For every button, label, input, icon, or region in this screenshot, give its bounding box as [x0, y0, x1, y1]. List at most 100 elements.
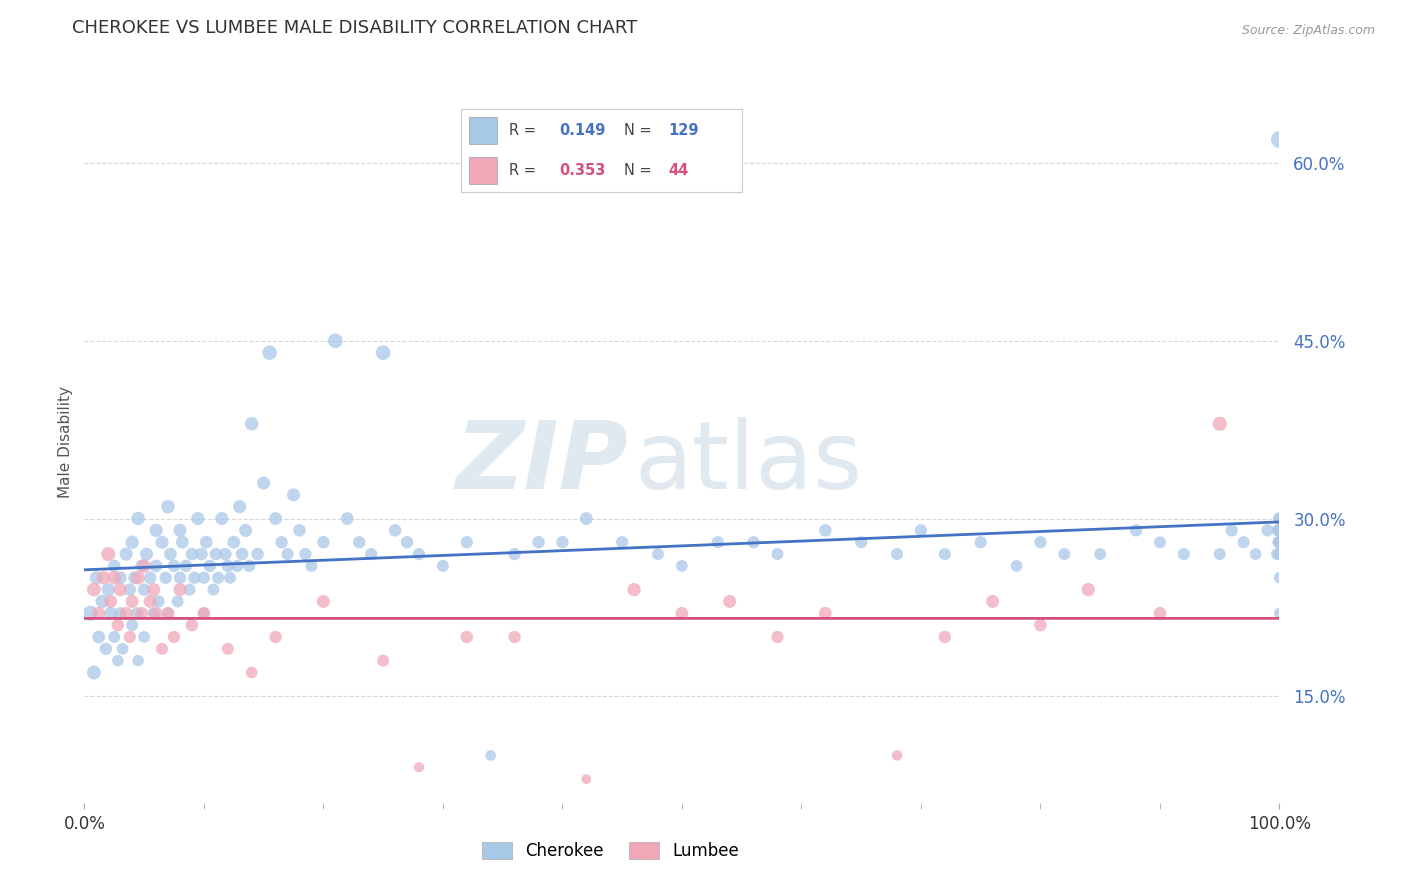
Point [179, 582, 201, 597]
Point [121, 618, 143, 632]
Point [1268, 535, 1291, 549]
Point [1265, 547, 1288, 561]
Point [145, 524, 167, 538]
Point [479, 748, 502, 763]
Point [103, 630, 125, 644]
Point [159, 547, 181, 561]
Point [219, 571, 242, 585]
Point [575, 772, 598, 786]
Point [207, 571, 229, 585]
Point [121, 535, 143, 549]
Point [373, 345, 395, 359]
Point [1267, 524, 1289, 538]
Point [1029, 535, 1052, 549]
Point [229, 500, 252, 514]
Point [217, 641, 239, 656]
Point [127, 511, 149, 525]
Point [1077, 582, 1099, 597]
Point [150, 641, 173, 656]
Point [671, 607, 693, 621]
Point [195, 535, 218, 549]
Point [1053, 547, 1076, 561]
Point [766, 630, 789, 644]
Point [181, 547, 204, 561]
Point [1209, 417, 1232, 431]
Point [1268, 607, 1291, 621]
Point [1268, 524, 1291, 538]
Point [157, 607, 180, 621]
Point [246, 547, 269, 561]
Legend: Cherokee, Lumbee: Cherokee, Lumbee [475, 835, 745, 867]
Point [277, 547, 299, 561]
Point [1090, 547, 1112, 561]
Point [707, 535, 730, 549]
Point [211, 511, 233, 525]
Point [384, 524, 406, 538]
Point [1149, 535, 1171, 549]
Point [671, 558, 693, 573]
Point [91, 594, 114, 608]
Point [222, 535, 245, 549]
Point [1268, 524, 1291, 538]
Point [183, 571, 205, 585]
Point [240, 665, 263, 680]
Point [127, 654, 149, 668]
Point [408, 547, 430, 561]
Point [172, 535, 194, 549]
Point [142, 582, 165, 597]
Point [83, 665, 105, 680]
Point [148, 594, 170, 608]
Point [1005, 558, 1028, 573]
Point [157, 500, 180, 514]
Point [139, 571, 162, 585]
Point [110, 607, 132, 621]
Point [1268, 132, 1291, 146]
Point [456, 535, 478, 549]
Point [235, 524, 257, 538]
Point [132, 558, 156, 573]
Point [142, 607, 165, 621]
Point [373, 654, 395, 668]
Point [187, 511, 209, 525]
Point [623, 582, 645, 597]
Point [83, 582, 105, 597]
Point [910, 524, 932, 538]
Point [97, 582, 120, 597]
Point [79, 607, 101, 621]
Point [132, 630, 156, 644]
Point [851, 535, 873, 549]
Point [1149, 607, 1171, 621]
Point [1267, 535, 1289, 549]
Point [283, 488, 305, 502]
Point [1125, 524, 1147, 538]
Point [270, 535, 292, 549]
Point [301, 558, 323, 573]
Point [1268, 511, 1291, 525]
Point [124, 571, 146, 585]
Point [94, 641, 117, 656]
Point [193, 607, 215, 621]
Point [231, 547, 253, 561]
Point [97, 547, 120, 561]
Point [86, 571, 108, 585]
Point [432, 558, 454, 573]
Point [202, 582, 225, 597]
Point [1220, 524, 1243, 538]
Point [264, 511, 287, 525]
Point [145, 607, 167, 621]
Point [198, 558, 221, 573]
Point [115, 607, 138, 621]
Point [934, 630, 956, 644]
Point [1268, 571, 1291, 585]
Point [1209, 547, 1232, 561]
Point [100, 607, 122, 621]
Point [312, 535, 335, 549]
Point [155, 571, 177, 585]
Point [87, 607, 110, 621]
Point [169, 571, 191, 585]
Point [551, 535, 574, 549]
Point [115, 547, 138, 561]
Point [647, 547, 669, 561]
Point [718, 594, 741, 608]
Point [214, 547, 236, 561]
